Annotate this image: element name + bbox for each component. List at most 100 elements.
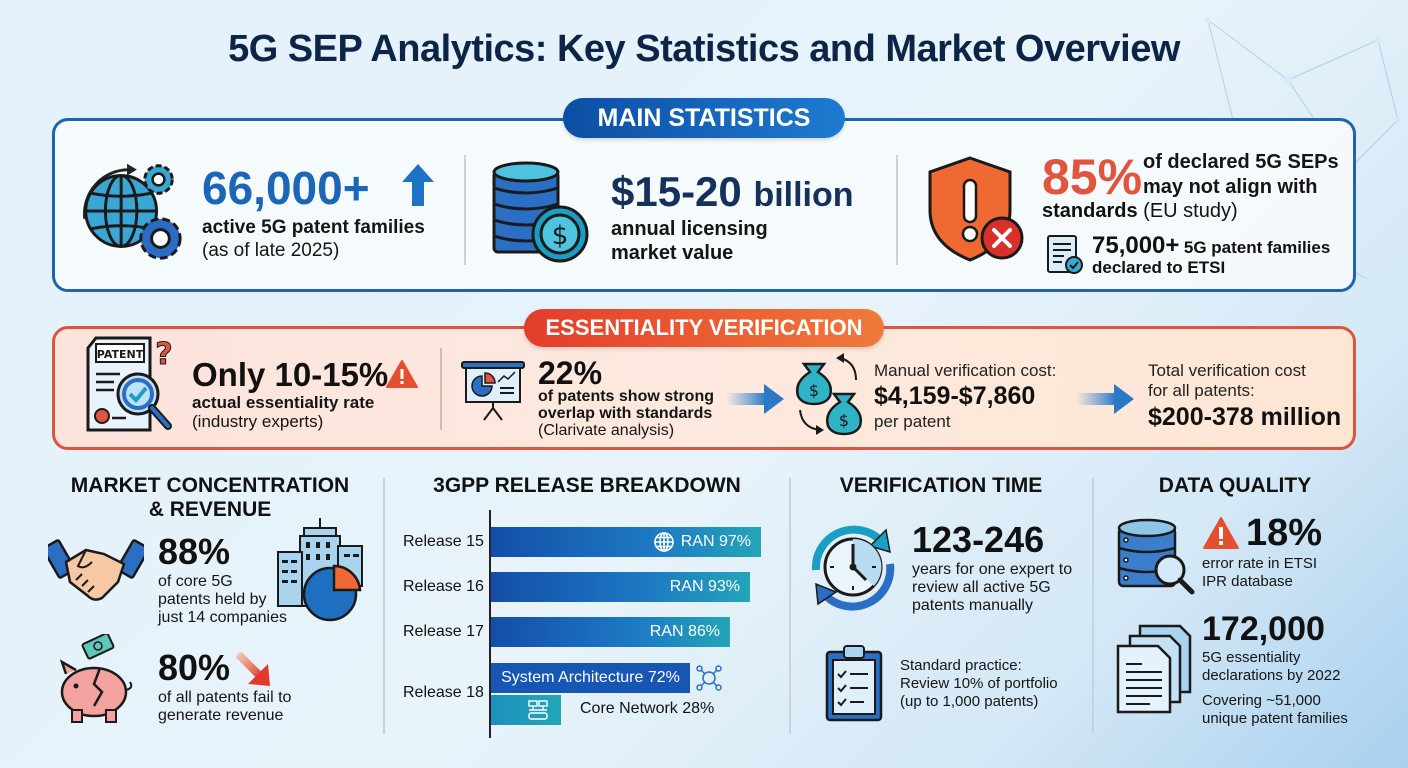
- review-years-value: 123-246: [912, 519, 1045, 560]
- active-patent-families-note: (as of late 2025): [202, 240, 340, 261]
- review-years-line2: review all active 5G: [912, 579, 1051, 596]
- network-nodes-icon: [696, 665, 722, 691]
- data-quality-header: DATA QUALITY: [1158, 474, 1312, 497]
- overlap-label-line1: of patents show strong: [538, 388, 714, 405]
- chart-y-axis: [489, 510, 491, 738]
- bar-value-label: RAN 93%: [669, 578, 740, 595]
- market-concentration-header-line2: & REVENUE: [148, 498, 272, 521]
- category-label-release-16: Release 16: [403, 578, 484, 595]
- bar-value-label: System Architecture 72%: [501, 669, 680, 686]
- overlap-value: 22%: [538, 355, 603, 391]
- etsi-error-line1: error rate in ETSI: [1202, 555, 1318, 572]
- database-search-icon: [1117, 518, 1195, 595]
- overlap-label-line2: overlap with standards: [538, 405, 713, 422]
- category-label-release-15: Release 15: [403, 533, 484, 550]
- arrow-down-right-icon: [236, 652, 270, 686]
- bar-release-17-ran: RAN 86%: [491, 617, 730, 647]
- etsi-error-line2: IPR database: [1202, 573, 1293, 590]
- svg-text:$: $: [809, 381, 819, 400]
- no-revenue-value: 80%: [158, 647, 231, 688]
- bar-release-18-system-architecture: System Architecture 72%: [491, 663, 690, 693]
- etsi-declared-label: 5G patent families: [1183, 238, 1331, 257]
- core-patents-line3: just 14 companies: [158, 609, 287, 626]
- etsi-declared-value: 75,000+: [1092, 232, 1180, 259]
- no-revenue-line1: of all patents fail to: [158, 689, 292, 706]
- clipboard-checklist-icon: [825, 645, 883, 722]
- licensing-market-value: $15-20 billion: [611, 169, 854, 218]
- svg-text:$: $: [552, 221, 569, 251]
- essentiality-rate-label: actual essentiality rate: [192, 393, 375, 412]
- declarations-line2: declarations by 2022: [1202, 667, 1341, 684]
- stacked-documents-icon: [1116, 624, 1192, 714]
- divider: [383, 478, 385, 734]
- bar-release-15-ran: RAN 97%: [491, 527, 761, 557]
- manual-cost-value: $4,159-$7,860: [874, 382, 1036, 410]
- standards-text: standards: [1042, 200, 1138, 222]
- licensing-label-line2: market value: [611, 242, 734, 264]
- non-aligned-label-line2: may not align with: [1143, 176, 1318, 198]
- licensing-label-line1: annual licensing: [611, 218, 768, 240]
- no-revenue-line2: generate revenue: [158, 707, 284, 724]
- warning-triangle-icon: [386, 360, 418, 388]
- etsi-declared-line2: declared to ETSI: [1092, 258, 1226, 277]
- server-network-icon: [528, 700, 548, 720]
- non-aligned-seps-value: 85%: [1042, 149, 1143, 205]
- broken-piggy-bank-icon: [59, 634, 133, 723]
- market-concentration-header-line1: MARKET CONCENTRATION: [70, 474, 350, 497]
- standard-practice-line1: Standard practice:: [900, 657, 1022, 674]
- presentation-chart-icon: [461, 361, 525, 421]
- licensing-value-unit: billion: [753, 176, 854, 214]
- bar-release-16-ran: RAN 93%: [491, 572, 750, 602]
- standard-practice-line2: Review 10% of portfolio: [900, 675, 1058, 692]
- handshake-icon: [48, 539, 144, 601]
- essentiality-declarations-value: 172,000: [1202, 610, 1325, 648]
- non-aligned-label-line3: standards (EU study): [1042, 199, 1238, 224]
- essentiality-rate-value: Only 10-15%: [192, 356, 389, 393]
- essentiality-verification-header: ESSENTIALITY VERIFICATION: [524, 309, 884, 347]
- release-breakdown-header: 3GPP RELEASE BREAKDOWN: [433, 474, 741, 497]
- overlap-note: (Clarivate analysis): [538, 422, 675, 439]
- core-patents-line2: patents held by: [158, 591, 267, 608]
- active-patent-families-label: active 5G patent families: [202, 217, 425, 238]
- divider: [440, 348, 442, 430]
- total-cost-value: $200-378 million: [1148, 403, 1342, 431]
- clock-refresh-icon: [811, 525, 895, 611]
- licensing-value-amount: $15-20: [611, 168, 742, 215]
- bar-release-18-core-network: [491, 695, 561, 725]
- arrow-up-icon: [402, 164, 434, 206]
- total-cost-caption-line2: for all patents:: [1148, 381, 1255, 400]
- globe-icon: [653, 532, 674, 552]
- market-concentration-header: MARKET CONCENTRATION & REVENUE: [40, 474, 380, 522]
- bar-value-label: RAN 97%: [680, 533, 751, 550]
- manual-cost-caption: Manual verification cost:: [874, 361, 1057, 380]
- divider: [896, 155, 898, 265]
- non-aligned-label-line1: of declared 5G SEPs: [1143, 151, 1339, 173]
- svg-text:?: ?: [155, 337, 172, 372]
- patent-badge-text: PATENT: [97, 348, 144, 361]
- core-patents-line1: of core 5G: [158, 573, 233, 590]
- core-patents-held-value: 88%: [158, 531, 231, 572]
- arrow-right-icon: [1076, 384, 1134, 414]
- standard-practice-line3: (up to 1,000 patents): [900, 693, 1039, 710]
- core-network-label: Core Network 28%: [580, 700, 715, 717]
- active-patent-families-value: 66,000+: [202, 162, 370, 214]
- globe-gears-icon: [83, 163, 182, 260]
- eu-study-note: (EU study): [1143, 200, 1238, 222]
- manual-cost-unit: per patent: [874, 412, 951, 431]
- document-check-icon: [1047, 235, 1083, 274]
- declarations-line3: Covering ~51,000: [1202, 692, 1321, 709]
- essentiality-rate-note: (industry experts): [192, 412, 324, 431]
- declarations-line1: 5G essentiality: [1202, 649, 1301, 666]
- etsi-error-rate-value: 18%: [1246, 512, 1323, 554]
- svg-text:$: $: [839, 411, 849, 430]
- bar-value-label: RAN 86%: [649, 623, 720, 640]
- etsi-declared-line1: 75,000+ 5G patent families: [1092, 234, 1330, 261]
- main-statistics-header: MAIN STATISTICS: [563, 98, 845, 138]
- buildings-pie-chart-icon: [277, 518, 363, 622]
- divider: [1092, 478, 1094, 734]
- divider: [789, 478, 791, 734]
- money-bags-exchange-icon: $ $: [796, 353, 862, 436]
- divider: [464, 155, 466, 265]
- review-years-line1: years for one expert to: [912, 561, 1073, 578]
- main-statistics-panel: [52, 118, 1356, 292]
